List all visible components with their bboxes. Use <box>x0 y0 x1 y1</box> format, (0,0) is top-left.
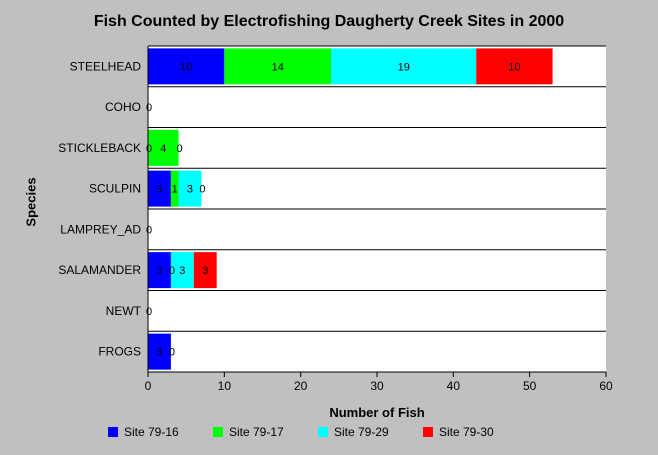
data-label: 3 <box>202 265 208 277</box>
data-label: 0 <box>146 102 152 114</box>
data-label: 3 <box>187 184 193 196</box>
bar-segment <box>148 48 225 85</box>
data-label: 0 <box>176 143 182 155</box>
bar-segment <box>224 48 332 85</box>
legend-label: Site 79-16 <box>124 425 179 439</box>
data-label: 0 <box>199 184 205 196</box>
data-label: 3 <box>156 347 162 359</box>
data-label: 0 <box>169 265 175 277</box>
bar-segment <box>476 48 553 85</box>
bar-segment <box>331 48 477 85</box>
x-tick-label: 30 <box>370 379 384 393</box>
legend-item: Site 79-17 <box>213 425 318 439</box>
x-axis-label: Number of Fish <box>329 405 425 420</box>
x-tick-label: 40 <box>447 379 461 393</box>
y-tick-label: COHO <box>105 100 141 114</box>
bar-segment <box>148 252 171 289</box>
data-label: 0 <box>169 347 175 359</box>
y-tick-label: SCULPIN <box>89 182 141 196</box>
bar-segment <box>148 129 179 166</box>
legend-item: Site 79-30 <box>423 425 528 439</box>
y-axis-label: Species <box>23 177 39 227</box>
y-tick-label: LAMPREY_AD <box>60 222 141 236</box>
legend: Site 79-16 Site 79-17 Site 79-29 Site 79-30 <box>108 425 528 439</box>
y-tick-label: STEELHEAD <box>70 59 142 73</box>
x-tick-label: 0 <box>145 379 152 393</box>
bar-segment <box>170 252 194 289</box>
data-label: 19 <box>398 61 410 73</box>
legend-swatch <box>108 427 118 437</box>
data-label: 3 <box>156 265 162 277</box>
data-label: 10 <box>180 61 192 73</box>
legend-item: Site 79-29 <box>318 425 423 439</box>
legend-swatch <box>423 427 433 437</box>
bar-segment <box>170 170 179 207</box>
x-tick-label: 50 <box>523 379 537 393</box>
data-label: 0 <box>146 224 152 236</box>
data-label: 14 <box>272 61 284 73</box>
bar-segment <box>148 333 171 370</box>
y-tick-label: NEWT <box>106 304 142 318</box>
data-label: 1 <box>172 184 178 196</box>
x-tick-label: 10 <box>218 379 232 393</box>
legend-label: Site 79-17 <box>229 425 284 439</box>
data-label: 3 <box>156 184 162 196</box>
y-tick-label: STICKLEBACK <box>58 141 141 155</box>
x-tick-label: 20 <box>294 379 308 393</box>
data-label: 10 <box>508 61 520 73</box>
data-label: 0 <box>146 306 152 318</box>
data-label: 4 <box>160 143 166 155</box>
chart-title: Fish Counted by Electrofishing Daugherty… <box>93 13 565 30</box>
bar-segment <box>193 252 217 289</box>
data-label: 3 <box>179 265 185 277</box>
legend-swatch <box>318 427 328 437</box>
y-tick-label: SALAMANDER <box>58 263 141 277</box>
data-label: 0 <box>146 143 152 155</box>
legend-label: Site 79-29 <box>334 425 389 439</box>
x-tick-label: 60 <box>599 379 613 393</box>
legend-label: Site 79-30 <box>439 425 494 439</box>
y-tick-label: FROGS <box>98 345 141 359</box>
legend-swatch <box>213 427 223 437</box>
bar-segment <box>148 170 171 207</box>
legend-item: Site 79-16 <box>108 425 213 439</box>
bar-segment <box>178 170 202 207</box>
